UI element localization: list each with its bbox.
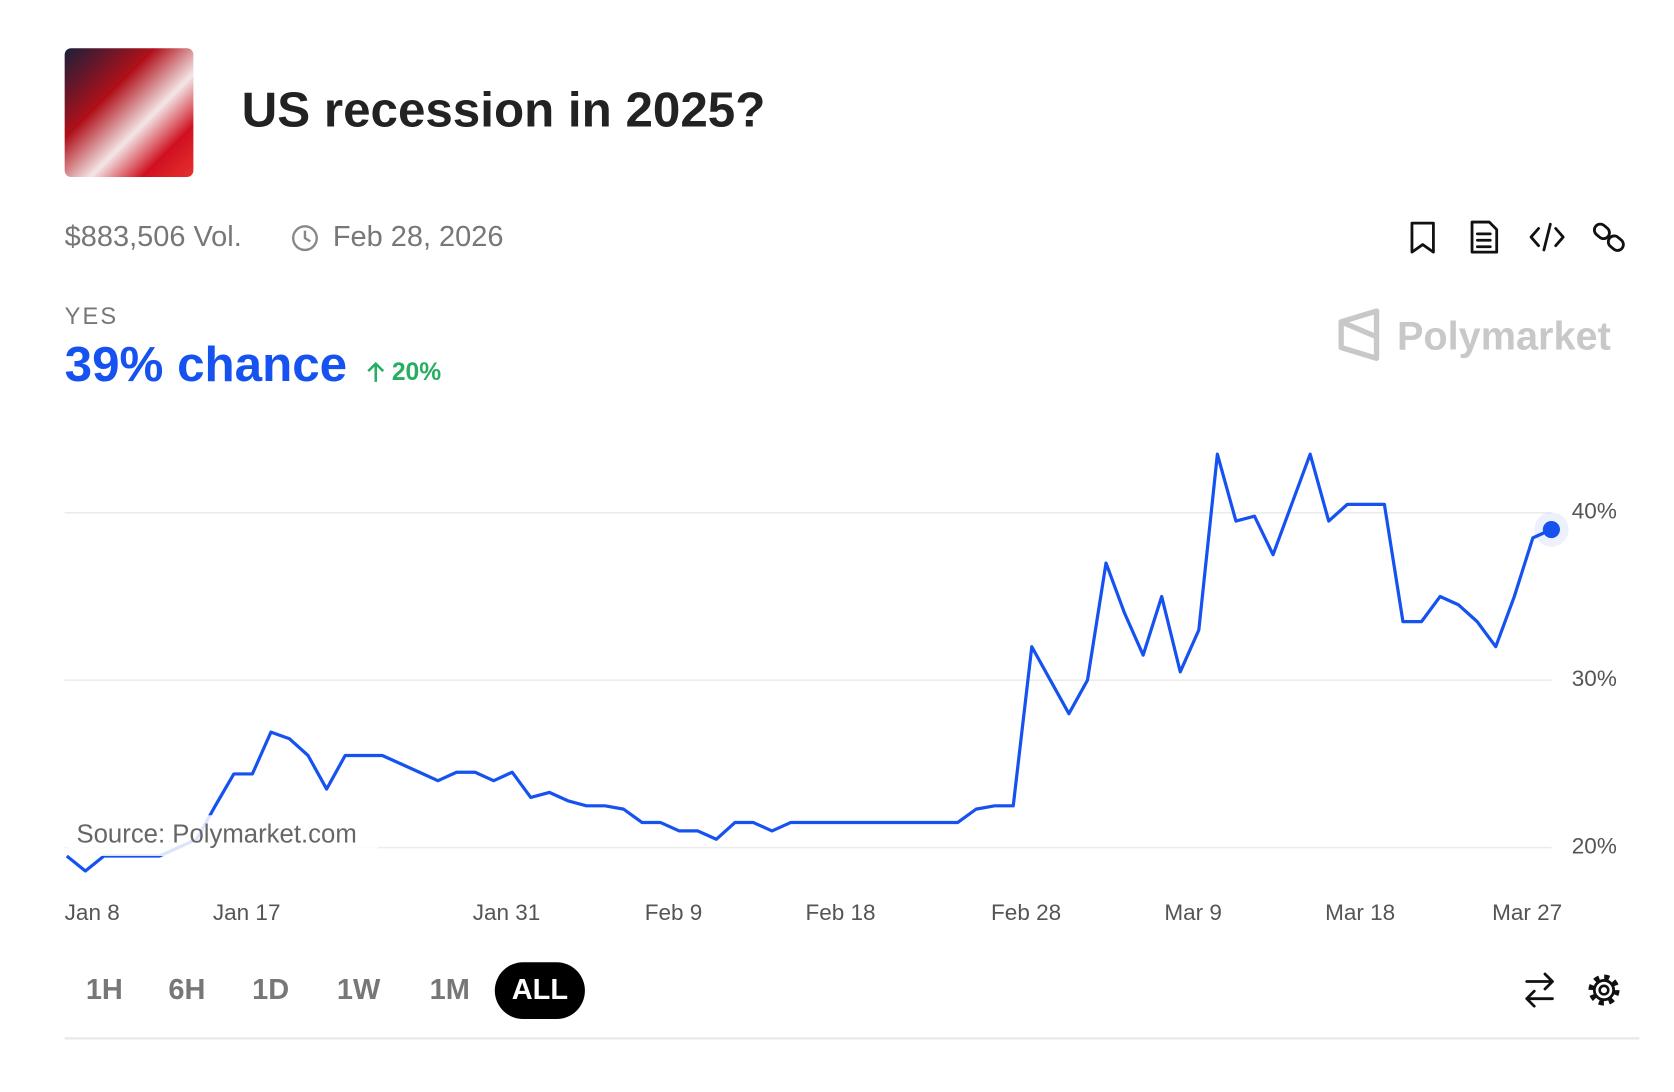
range-button[interactable]: 1W [337, 974, 381, 1006]
x-tick-label: Feb 28 [991, 900, 1061, 925]
brand-logo [1338, 308, 1380, 361]
x-tick-label: Feb 9 [645, 900, 703, 925]
outcome-label: YES [65, 303, 119, 329]
x-tick-label: Jan 8 [65, 900, 120, 925]
x-tick-label: Feb 18 [805, 900, 875, 925]
link-icon[interactable] [1592, 222, 1626, 253]
chance: 39% chance [65, 337, 347, 392]
source: Source: Polymarket.com [76, 820, 356, 848]
embed-icon[interactable] [1529, 222, 1565, 252]
range-button[interactable]: ALL [512, 974, 568, 1006]
x-tick-label: Jan 31 [473, 900, 541, 925]
x-tick-label: Mar 27 [1492, 900, 1562, 925]
y-tick-label: 40% [1572, 499, 1617, 524]
range-button[interactable]: 1M [430, 974, 470, 1006]
source-box [66, 815, 378, 857]
range-button[interactable]: 1D [252, 974, 289, 1006]
bookmark-icon[interactable] [1410, 221, 1435, 254]
range-button[interactable]: 6H [168, 974, 205, 1006]
end-dot [1542, 520, 1560, 539]
document-icon[interactable] [1470, 220, 1499, 254]
y-tick-label: 30% [1572, 666, 1617, 691]
title: US recession in 2025? [242, 83, 766, 138]
x-tick-label: Mar 18 [1325, 900, 1395, 925]
price-line [65, 452, 1553, 873]
x-tick-label: Mar 9 [1164, 900, 1222, 925]
range-active-bg [494, 962, 585, 1020]
market-image [64, 48, 194, 177]
swap-icon[interactable] [1525, 972, 1554, 1008]
range-button[interactable]: 1H [86, 974, 123, 1006]
brand: Polymarket [1397, 314, 1611, 358]
end-date: Feb 28, 2026 [333, 221, 504, 253]
x-tick-label: Jan 17 [213, 900, 281, 925]
clock-icon [291, 225, 318, 252]
settings-icon[interactable] [1588, 974, 1620, 1006]
volume: $883,506 Vol. [65, 221, 242, 253]
y-tick-label: 20% [1572, 834, 1617, 859]
up-arrow [367, 361, 385, 382]
change: 20% [392, 359, 441, 386]
